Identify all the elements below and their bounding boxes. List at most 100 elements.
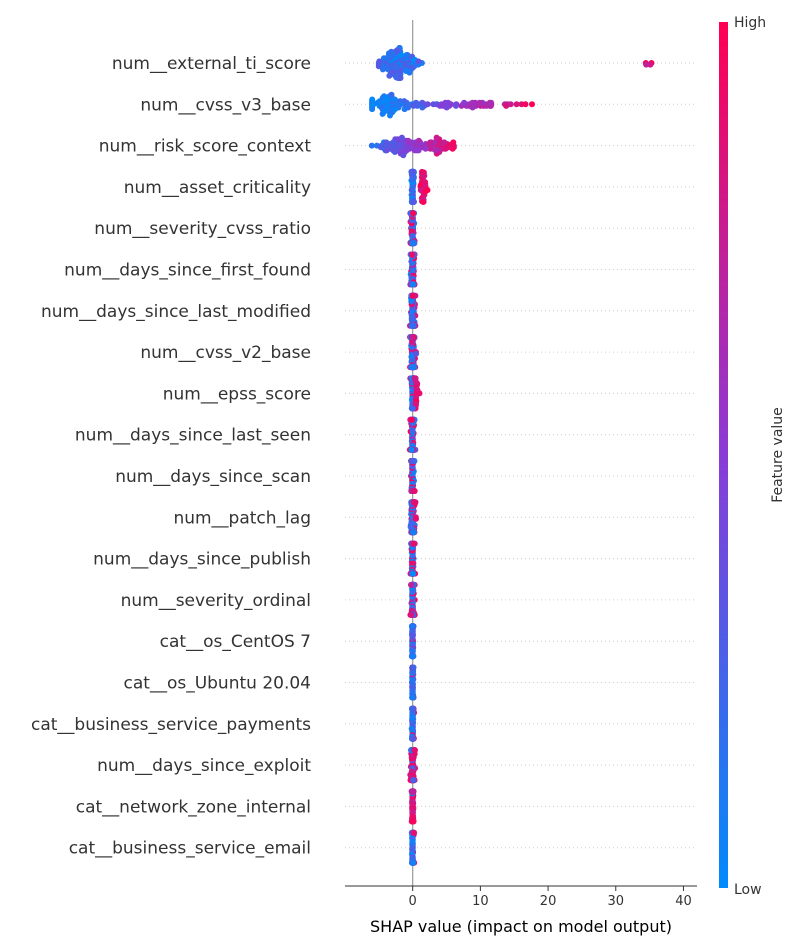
shap-point	[410, 859, 417, 866]
shap-point	[413, 350, 420, 357]
feature-label: num__severity_cvss_ratio	[94, 219, 311, 239]
shap-point	[401, 106, 408, 113]
shap-point	[410, 102, 417, 109]
shap-point	[410, 829, 417, 836]
shap-point	[432, 147, 439, 154]
shap-point	[419, 198, 426, 205]
shap-point	[368, 142, 375, 149]
shap-point	[419, 168, 425, 175]
shap-point	[375, 63, 382, 70]
shap-point	[408, 611, 415, 618]
shap-point	[409, 251, 416, 258]
x-tick-label: 0	[409, 894, 417, 909]
shap-point	[441, 145, 448, 152]
shap-point	[503, 102, 510, 109]
feature-label: num__days_since_last_seen	[75, 426, 311, 446]
shap-point	[386, 72, 393, 79]
shap-point	[452, 102, 459, 109]
feature-label: num__days_since_publish	[93, 550, 311, 570]
shap-point	[415, 137, 422, 144]
shap-point	[409, 694, 416, 701]
feature-labels: num__external_ti_score num__cvss_v3_basen…	[31, 54, 311, 859]
feature-label: num__cvss_v3_base	[140, 95, 311, 115]
feature-label: num__patch_lag	[173, 508, 311, 528]
shap-point	[410, 529, 417, 536]
feature-label: cat__network_zone_internal	[76, 797, 311, 817]
shap-point	[409, 64, 416, 71]
shap-point	[377, 144, 384, 151]
shap-point	[376, 58, 383, 65]
shap-point	[409, 623, 416, 630]
shap-point	[409, 416, 416, 423]
shap-point	[410, 777, 416, 784]
shap-point	[422, 179, 429, 186]
shap-point	[410, 210, 417, 217]
shap-point	[405, 137, 412, 144]
shap-point	[378, 104, 385, 111]
shap-point	[522, 101, 529, 108]
x-tick-label: 20	[540, 894, 557, 909]
shap-point	[422, 145, 429, 152]
x-tick-label: 30	[607, 894, 624, 909]
feature-label: num__days_since_last_modified	[41, 302, 311, 322]
shap-point	[643, 61, 650, 68]
shap-point	[383, 94, 390, 101]
shap-point	[409, 788, 416, 795]
shap-point	[409, 735, 416, 742]
x-tick-label: 40	[675, 894, 692, 909]
shap-point	[383, 139, 390, 146]
shap-point	[411, 375, 418, 382]
colorbar-gradient	[719, 22, 728, 888]
shap-point	[410, 281, 417, 288]
feature-label: cat__os_CentOS 7	[160, 632, 311, 652]
shap-point	[410, 198, 417, 205]
shap-point	[410, 168, 417, 175]
shap-point	[427, 139, 434, 146]
shap-point	[388, 91, 395, 98]
shap-point	[406, 145, 413, 152]
shap-point	[383, 147, 390, 154]
shap-point	[376, 98, 383, 105]
shap-point	[409, 818, 416, 825]
shap-point	[419, 104, 426, 111]
shap-point	[408, 334, 415, 341]
shap-point	[409, 570, 416, 577]
shap-point	[391, 96, 398, 103]
shap-point	[369, 96, 376, 103]
shap-point	[427, 145, 434, 152]
shap-point	[390, 147, 397, 154]
row-guides	[345, 62, 697, 849]
shap-point	[529, 101, 535, 108]
shap-point	[411, 488, 418, 494]
shap-point	[390, 139, 397, 146]
shap-point	[400, 152, 407, 159]
shap-point	[647, 61, 654, 68]
shap-point	[422, 188, 429, 195]
feature-label: num__severity_ordinal	[121, 591, 311, 611]
shap-point	[416, 390, 423, 397]
shap-point	[388, 48, 395, 55]
shap-point	[409, 322, 416, 329]
shap-point	[392, 106, 398, 113]
feature-label: cat__business_service_email	[69, 839, 311, 859]
shap-point	[385, 53, 392, 60]
feature-label: num__asset_criticality	[124, 178, 311, 198]
shap-point	[415, 58, 422, 65]
feature-label: num__days_since_exploit	[97, 756, 311, 776]
shap-point	[450, 139, 457, 146]
shap-point	[397, 68, 404, 74]
shap-point	[410, 499, 417, 506]
shap-point	[409, 240, 416, 247]
shap-point	[433, 134, 440, 141]
shap-point	[419, 99, 426, 106]
shap-point	[408, 581, 415, 588]
shap-point	[408, 446, 415, 453]
feature-label: num__days_since_first_found	[64, 261, 311, 281]
shap-points	[368, 45, 655, 866]
shap-point	[406, 69, 413, 76]
feature-label: cat__business_service_payments	[31, 715, 311, 735]
x-axis-title: SHAP value (impact on model output)	[370, 917, 672, 936]
shap-point	[409, 292, 416, 299]
shap-point	[461, 99, 468, 106]
